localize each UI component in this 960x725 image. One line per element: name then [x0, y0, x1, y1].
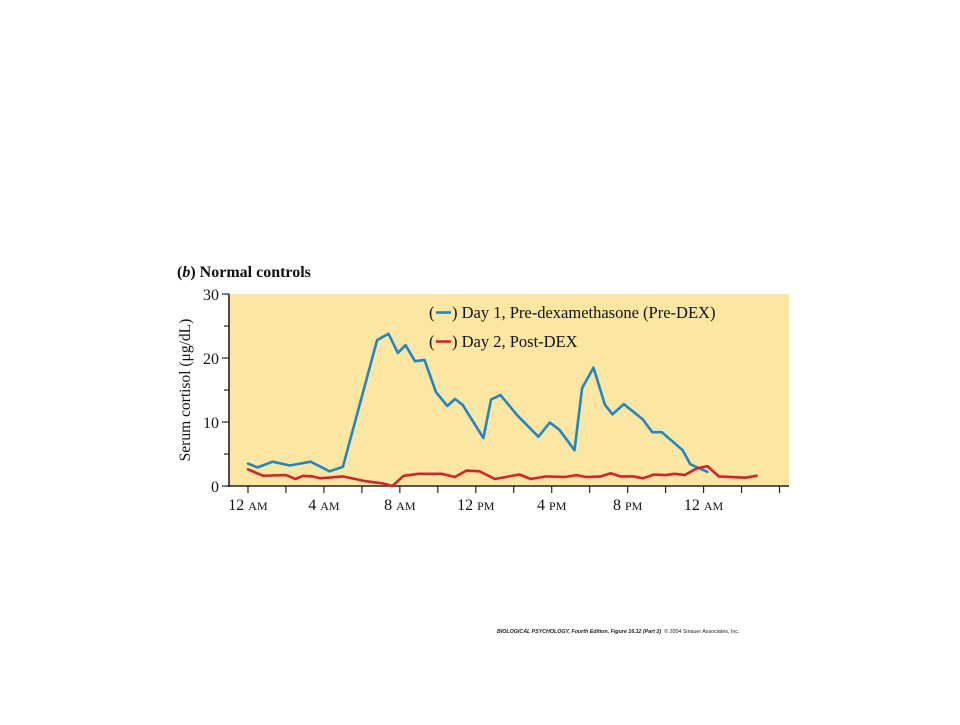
legend-label: ) Day 2, Post-DEX [452, 332, 578, 351]
y-tick-label: 30 [203, 287, 219, 304]
legend-paren-open: ( [429, 332, 435, 351]
tick-labels: 0 10 20 30 12 AM 4 AM 8 AM 12 PM 4 PM 8 PM 12 AM [203, 287, 724, 514]
y-tick-label: 10 [203, 415, 219, 432]
figure-caption: BIOLOGICAL PSYCHOLOGY, Fourth Edition, F… [497, 629, 739, 635]
x-tick-label: 4 AM [308, 497, 340, 514]
panel-title: (b) Normal controls [177, 264, 311, 281]
y-axis-label: Serum cortisol (μg/dL) [177, 319, 194, 462]
x-tick-label: 4 PM [537, 497, 567, 514]
y-tick-label: 20 [203, 351, 219, 368]
x-tick-label: 12 AM [684, 497, 724, 514]
x-tick-label: 12 PM [457, 497, 495, 514]
series-line-pre-dex [246, 332, 709, 474]
x-tick-label: 12 AM [228, 497, 268, 514]
series-line-post-dex [246, 464, 758, 488]
x-tick-label: 8 AM [384, 497, 416, 514]
series-layer [246, 332, 758, 488]
y-tick-label: 0 [211, 479, 219, 496]
caption-book: BIOLOGICAL PSYCHOLOGY, Fourth Edition, F… [497, 629, 662, 635]
tick-marks [222, 293, 781, 493]
legend-label: ) Day 1, Pre-dexamethasone (Pre-DEX) [452, 303, 715, 322]
plot-area [229, 294, 789, 486]
x-tick-label: 8 PM [613, 497, 643, 514]
legend: ( ) Day 1, Pre-dexamethasone (Pre-DEX) ( ) … [429, 303, 715, 351]
legend-paren-open: ( [429, 303, 435, 322]
caption-copyright: © 2004 Sinauer Associates, Inc. [664, 629, 740, 635]
